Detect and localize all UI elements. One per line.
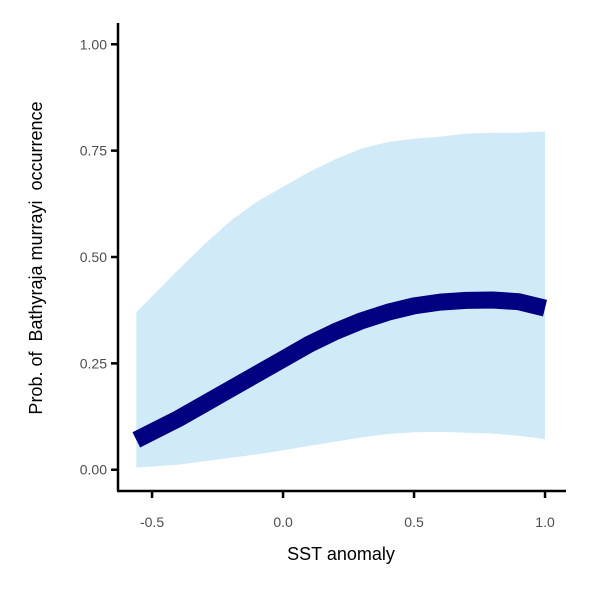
- y-axis-title: Prob. of Bathyraja murrayi occurrence: [26, 101, 46, 414]
- y-tick-label: 0.50: [80, 249, 107, 265]
- y-tick-label: 0.00: [80, 462, 107, 478]
- y-axis-ticks: 0.00 0.25 0.50 0.75 1.00: [80, 36, 118, 478]
- plot-area: [132, 131, 548, 468]
- x-tick-label: -0.5: [140, 514, 164, 530]
- x-axis-title: SST anomaly: [287, 544, 395, 564]
- x-tick-label: 0.5: [404, 514, 424, 530]
- fitted-line: [132, 291, 548, 448]
- x-tick-label: 1.0: [535, 514, 555, 530]
- y-tick-label: 1.00: [80, 36, 107, 52]
- y-tick-label: 0.25: [80, 355, 107, 371]
- y-tick-label: 0.75: [80, 143, 107, 159]
- x-tick-label: 0.0: [273, 514, 293, 530]
- x-axis-ticks: -0.5 0.0 0.5 1.0: [140, 491, 555, 530]
